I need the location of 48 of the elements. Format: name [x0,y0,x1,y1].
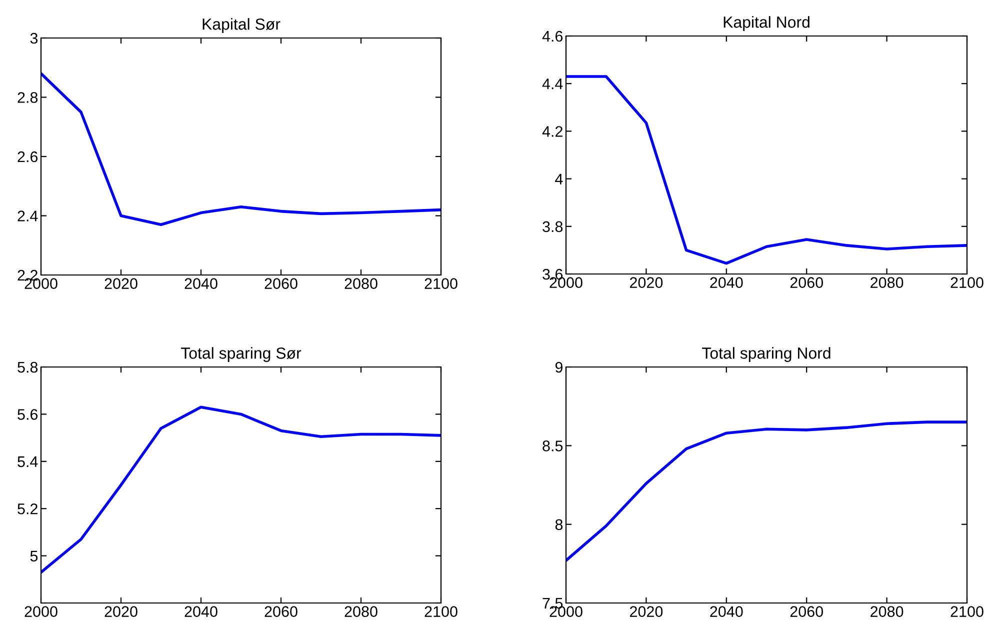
x-tick-label: 2020 [630,606,663,617]
x-tick-label: 2100 [950,606,984,617]
x-tick-label: 2020 [630,277,663,288]
x-tick-label: 2100 [424,278,458,289]
y-tick-label: 2.8 [18,92,38,103]
y-tick-label: 4.2 [542,126,562,137]
y-tick-label: 5.6 [18,409,38,420]
y-tick-label: 3.8 [542,221,563,232]
chart-title: Kapital Sør [202,18,280,33]
chart-title: Total sparing Nord [702,347,830,362]
x-tick-label: 2040 [710,606,743,617]
x-tick-label: 2020 [104,278,138,289]
y-tick-label: 5.2 [18,503,38,514]
line-series [41,72,441,226]
x-tick-label: 2000 [24,606,58,617]
x-tick-label: 2060 [790,606,823,617]
y-tick-label: 8.5 [542,440,563,452]
x-tick-label: 2000 [24,278,58,289]
x-tick-label: 2080 [870,277,904,288]
y-tick-label: 4.6 [542,30,563,42]
y-tick-label: 4.4 [542,78,563,90]
x-tick-label: 2060 [264,278,298,289]
x-tick-label: 2080 [344,278,378,289]
y-tick-label: 8 [555,519,563,530]
x-tick-label: 2080 [344,606,378,617]
y-tick-label: 5.8 [18,362,38,373]
x-tick-label: 2020 [104,606,138,617]
x-tick-label: 2080 [870,606,904,617]
y-tick-label: 2.6 [18,151,38,162]
y-tick-label: 2.2 [18,270,38,281]
y-tick-label: 5.4 [18,456,38,468]
x-tick-label: 2040 [710,277,743,288]
x-tick-label: 2040 [184,606,218,617]
line-series [41,406,441,574]
y-tick-label: 5 [30,550,38,562]
line-series [566,75,967,265]
chart-title: Kapital Nord [724,16,810,31]
y-tick-label: 4 [555,174,563,184]
x-tick-label: 2060 [264,606,298,617]
y-tick-label: 9 [555,362,562,373]
y-tick-label: 3 [30,32,38,44]
line-series [566,420,967,562]
x-tick-label: 2040 [184,278,218,289]
x-tick-label: 2100 [950,277,984,288]
x-tick-label: 2100 [424,606,458,617]
chart-title: Total sparing Sør [181,347,302,362]
x-tick-label: 2060 [790,277,823,288]
y-tick-label: 2.4 [18,210,38,222]
